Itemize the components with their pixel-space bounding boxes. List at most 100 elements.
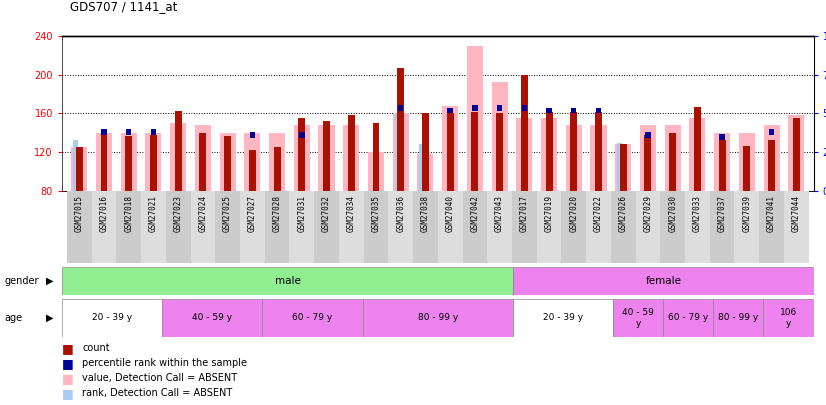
Text: 40 - 59
y: 40 - 59 y	[622, 308, 654, 328]
Bar	[788, 115, 805, 191]
Bar	[669, 133, 676, 191]
Bar	[62, 299, 162, 337]
Bar	[663, 299, 714, 337]
Bar	[562, 191, 586, 263]
Bar	[438, 191, 463, 263]
Bar	[566, 125, 582, 191]
Bar	[368, 152, 384, 191]
Text: GSM27032: GSM27032	[322, 194, 331, 232]
Bar	[617, 143, 622, 191]
Bar	[793, 118, 800, 191]
Bar	[571, 108, 577, 113]
Text: male: male	[274, 276, 301, 286]
Bar	[591, 125, 606, 191]
Bar	[487, 191, 512, 263]
Text: female: female	[645, 276, 681, 286]
Bar	[244, 133, 260, 191]
Bar	[714, 133, 730, 191]
Text: 80 - 99 y: 80 - 99 y	[719, 313, 758, 322]
Bar	[92, 191, 116, 263]
Bar	[344, 125, 359, 191]
Text: GSM27036: GSM27036	[396, 194, 406, 232]
Bar	[240, 191, 264, 263]
Bar	[294, 125, 310, 191]
Bar	[690, 118, 705, 191]
Bar	[199, 133, 206, 191]
Text: GSM27040: GSM27040	[446, 194, 454, 232]
Text: GSM27043: GSM27043	[495, 194, 504, 232]
Text: GSM27020: GSM27020	[569, 194, 578, 232]
Bar	[615, 145, 631, 191]
Bar	[422, 113, 429, 191]
Text: GSM27029: GSM27029	[643, 194, 653, 232]
Bar	[269, 133, 285, 191]
Text: GSM27039: GSM27039	[743, 194, 752, 232]
Text: 60 - 79 y: 60 - 79 y	[668, 313, 709, 322]
Bar	[497, 105, 502, 111]
Bar	[126, 129, 131, 135]
Text: 80 - 99 y: 80 - 99 y	[418, 313, 458, 322]
Bar	[420, 145, 424, 191]
Bar	[769, 129, 774, 135]
Bar	[397, 68, 404, 191]
Bar	[102, 129, 107, 135]
Bar	[694, 107, 700, 191]
Bar	[719, 134, 725, 140]
Text: ▶: ▶	[46, 313, 54, 323]
Text: GSM27018: GSM27018	[124, 194, 133, 232]
Bar	[719, 140, 725, 191]
Text: GSM27037: GSM27037	[718, 194, 727, 232]
Bar	[645, 132, 651, 138]
Bar	[289, 191, 314, 263]
Bar	[150, 135, 157, 191]
Bar	[513, 299, 613, 337]
Bar	[613, 299, 663, 337]
Bar	[417, 154, 434, 191]
Text: GSM27015: GSM27015	[75, 194, 83, 232]
Bar	[395, 113, 399, 191]
Bar	[71, 147, 88, 191]
Bar	[537, 191, 562, 263]
Bar	[472, 105, 477, 111]
Bar	[743, 146, 750, 191]
Text: GSM27034: GSM27034	[347, 194, 356, 232]
Bar	[126, 136, 132, 191]
Bar	[596, 108, 601, 113]
Text: GSM27016: GSM27016	[99, 194, 108, 232]
Text: 20 - 39 y: 20 - 39 y	[543, 313, 583, 322]
Text: ▶: ▶	[46, 276, 54, 286]
Bar	[738, 133, 755, 191]
Text: GSM27035: GSM27035	[372, 194, 381, 232]
Text: GSM27022: GSM27022	[594, 194, 603, 232]
Bar	[299, 132, 305, 138]
Bar	[145, 133, 161, 191]
Text: GSM27019: GSM27019	[544, 194, 553, 232]
Bar	[472, 113, 478, 191]
Bar	[319, 125, 335, 191]
Bar	[546, 108, 552, 113]
Text: 20 - 39 y: 20 - 39 y	[92, 313, 132, 322]
Bar	[521, 75, 528, 191]
Bar	[595, 113, 602, 191]
Bar	[323, 121, 330, 191]
Text: GSM27033: GSM27033	[693, 194, 702, 232]
Text: value, Detection Call = ABSENT: value, Detection Call = ABSENT	[83, 373, 237, 384]
Text: GSM27021: GSM27021	[149, 194, 158, 232]
Bar	[541, 118, 557, 191]
Bar	[586, 191, 611, 263]
Text: GSM27038: GSM27038	[421, 194, 430, 232]
Bar	[611, 191, 635, 263]
Bar	[413, 191, 438, 263]
Bar	[467, 46, 483, 191]
Bar	[74, 140, 78, 191]
Text: GSM27042: GSM27042	[470, 194, 479, 232]
Bar	[175, 111, 182, 191]
Bar	[513, 267, 814, 295]
Text: percentile rank within the sample: percentile rank within the sample	[83, 358, 247, 369]
Bar	[516, 118, 532, 191]
Bar	[76, 147, 83, 191]
Bar	[373, 123, 379, 191]
Text: GSM27025: GSM27025	[223, 194, 232, 232]
Bar	[644, 135, 652, 191]
Bar	[447, 113, 453, 191]
